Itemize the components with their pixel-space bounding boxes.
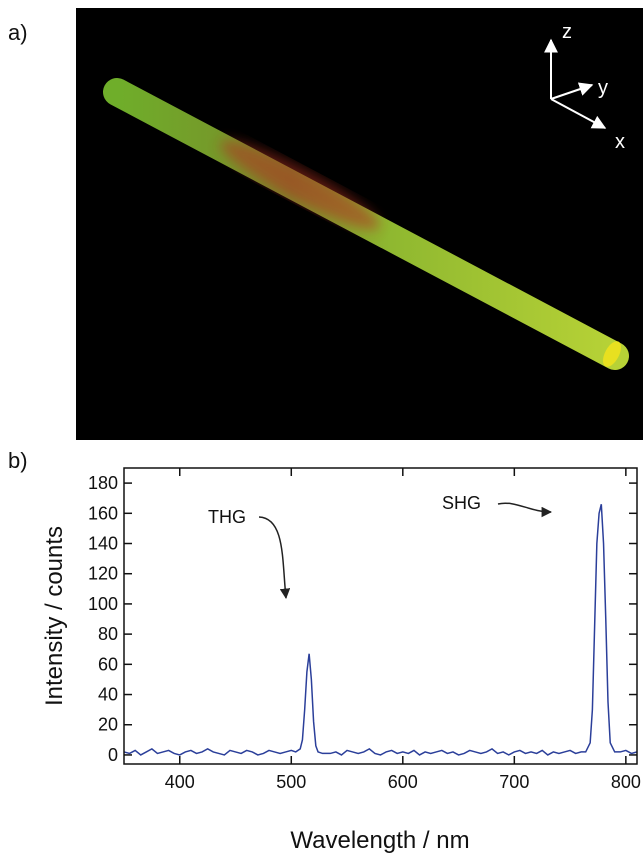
y-tick-label: 120 [88,564,118,584]
y-tick-label: 80 [98,624,118,644]
axes-indicator [544,38,607,129]
x-tick-label: 700 [499,772,529,792]
panel-label: b) [8,448,28,473]
y-tick-label: 20 [98,715,118,735]
x-axis-label: Wavelength / nm [290,827,469,854]
axis-indicator-label: x [615,131,625,153]
y-tick-label: 0 [108,745,118,765]
x-tick-label: 800 [611,772,641,792]
panel-label: a) [8,20,28,45]
plot-area: 400 500 600 700 800 0 20 40 60 80 100 120 140 160 180 [88,467,641,792]
rod [103,78,629,370]
axis-indicator-label: y [598,77,608,99]
y-tick-label: 40 [98,685,118,705]
y-tick-label: 100 [88,594,118,614]
plot-frame [123,467,638,765]
axis-indicator-label: z [562,21,572,43]
x-tick-label: 500 [276,772,306,792]
y-tick-label: 160 [88,503,118,523]
x-tick-label: 400 [165,772,195,792]
annotation: SHG [442,493,481,513]
y-tick-label: 60 [98,654,118,674]
x-tick-label: 600 [388,772,418,792]
annotation: THG [208,507,246,527]
spectrum-line [123,504,638,756]
annotation-arrow [497,502,553,518]
y-tick-label: 180 [88,473,118,493]
y-tick-label: 140 [88,534,118,554]
y-axis-label: Intensity / counts [41,526,68,706]
annotation-arrow [258,516,291,600]
